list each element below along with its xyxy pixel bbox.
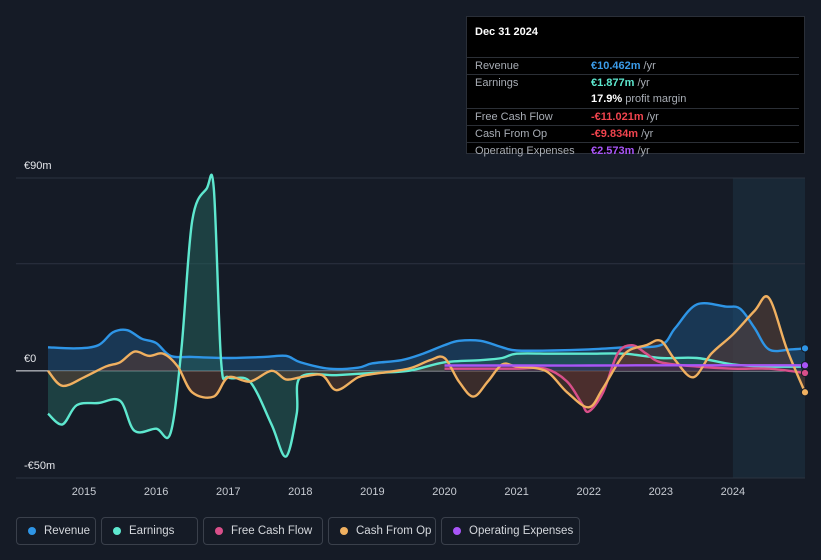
x-tick-label: 2023	[649, 486, 673, 498]
tooltip-row-earnings: Earnings €1.877m/yr	[467, 74, 799, 92]
tooltip-row-revenue: Revenue €10.462m/yr	[467, 57, 799, 75]
legend-item-cash-from-op[interactable]: Cash From Op	[328, 517, 436, 545]
y-axis-ticks: €90m €0 -€50m	[24, 160, 55, 472]
revenue-line	[47, 301, 806, 371]
series-areas	[48, 174, 805, 457]
legend-item-operating-expenses[interactable]: Operating Expenses	[441, 517, 580, 545]
tooltip-date: Dec 31 2024	[475, 26, 538, 38]
revenue-end-marker	[800, 344, 810, 353]
tooltip-row-cash-from-op: Cash From Op -€9.834m/yr	[467, 125, 799, 143]
tooltip-value: €1.877m/yr	[591, 77, 650, 89]
legend-item-free-cash-flow[interactable]: Free Cash Flow	[203, 517, 323, 545]
legend-dot-icon	[215, 527, 223, 535]
operating-expenses-end-marker	[800, 361, 810, 370]
tooltip-row-free-cash-flow: Free Cash Flow -€11.021m/yr	[467, 108, 799, 126]
tooltip-label: Cash From Op	[475, 128, 548, 140]
legend-dot-icon	[453, 527, 461, 535]
series-end-dots	[800, 344, 810, 397]
earnings-area	[48, 174, 805, 457]
tooltip-value: €10.462m/yr	[591, 60, 656, 72]
x-tick-label: 2021	[504, 486, 528, 498]
legend-item-earnings[interactable]: Earnings	[101, 517, 198, 545]
x-tick-label: 2019	[360, 486, 384, 498]
x-tick-label: 2022	[576, 486, 600, 498]
y-tick-label: -€50m	[24, 460, 55, 472]
y-tick-label: €90m	[24, 160, 52, 172]
cash-from-op-area	[48, 296, 805, 408]
x-tick-label: 2017	[216, 486, 240, 498]
legend-dot-icon	[28, 527, 36, 535]
tooltip-label: Revenue	[475, 60, 520, 72]
x-tick-label: 2015	[72, 486, 96, 498]
tooltip-label: Free Cash Flow	[475, 111, 553, 123]
cash-from-op-line	[47, 295, 807, 409]
x-axis-ticks: 2015 2016 2017 2018 2019 2020 2021 2022 2023 2024	[72, 486, 745, 498]
earnings-line	[47, 173, 806, 458]
tooltip-value: €2.573m/yr	[591, 145, 650, 157]
tooltip-panel: Dec 31 2024 Revenue €10.462m/yr Earnings…	[466, 16, 805, 157]
tooltip-row-margin: 17.9% profit margin	[467, 91, 799, 108]
legend-dot-icon	[340, 527, 348, 535]
profit-margin: 17.9% profit margin	[591, 93, 687, 105]
cash-from-op-end-marker	[800, 388, 810, 397]
x-tick-label: 2018	[288, 486, 312, 498]
series-lines	[47, 173, 807, 458]
free-cash-flow-end-marker	[800, 368, 810, 378]
y-tick-label: €0	[24, 353, 36, 365]
x-tick-label: 2016	[144, 486, 168, 498]
tooltip-value: -€11.021m/yr	[591, 111, 659, 123]
tooltip-label: Operating Expenses	[475, 145, 575, 157]
tooltip-value: -€9.834m/yr	[591, 128, 654, 140]
legend-item-revenue[interactable]: Revenue	[16, 517, 96, 545]
x-tick-label: 2024	[721, 486, 745, 498]
x-tick-label: 2020	[432, 486, 456, 498]
tooltip-label: Earnings	[475, 77, 519, 89]
legend-dot-icon	[113, 527, 121, 535]
tooltip-row-operating-expenses: Operating Expenses €2.573m/yr	[467, 142, 799, 160]
